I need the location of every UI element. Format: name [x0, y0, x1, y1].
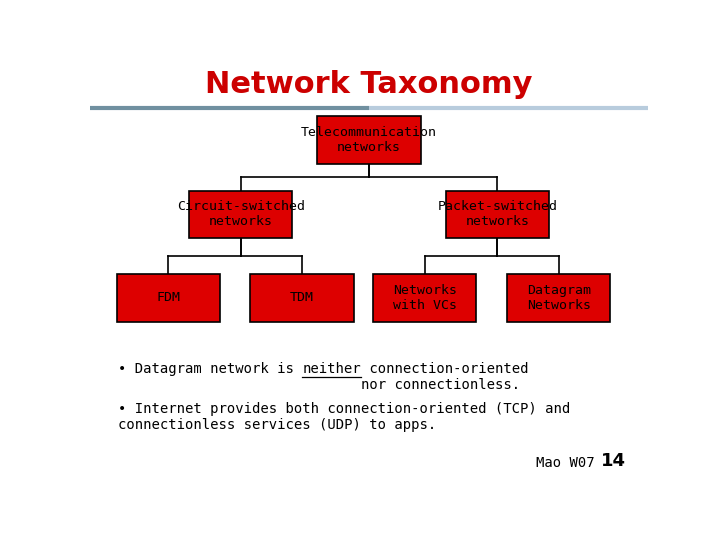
- Text: • Datagram network is: • Datagram network is: [118, 362, 302, 376]
- FancyBboxPatch shape: [251, 274, 354, 321]
- FancyBboxPatch shape: [507, 274, 611, 321]
- FancyBboxPatch shape: [446, 191, 549, 238]
- FancyBboxPatch shape: [189, 191, 292, 238]
- Text: FDM: FDM: [156, 291, 180, 304]
- Text: Telecommunication
networks: Telecommunication networks: [301, 126, 437, 154]
- Text: 14: 14: [600, 452, 626, 470]
- FancyBboxPatch shape: [117, 274, 220, 321]
- FancyBboxPatch shape: [318, 116, 420, 164]
- Text: Circuit-switched
networks: Circuit-switched networks: [176, 200, 305, 228]
- Text: neither: neither: [302, 362, 361, 376]
- Text: Mao W07: Mao W07: [536, 456, 595, 470]
- Text: TDM: TDM: [290, 291, 314, 304]
- FancyBboxPatch shape: [373, 274, 477, 321]
- Text: connection-oriented
nor connectionless.: connection-oriented nor connectionless.: [361, 362, 528, 392]
- Text: Networks
with VCs: Networks with VCs: [393, 284, 456, 312]
- Text: • Internet provides both connection-oriented (TCP) and
connectionless services (: • Internet provides both connection-orie…: [118, 402, 570, 432]
- Text: Network Taxonomy: Network Taxonomy: [205, 70, 533, 99]
- Text: Datagram
Networks: Datagram Networks: [527, 284, 590, 312]
- Text: Packet-switched
networks: Packet-switched networks: [437, 200, 557, 228]
